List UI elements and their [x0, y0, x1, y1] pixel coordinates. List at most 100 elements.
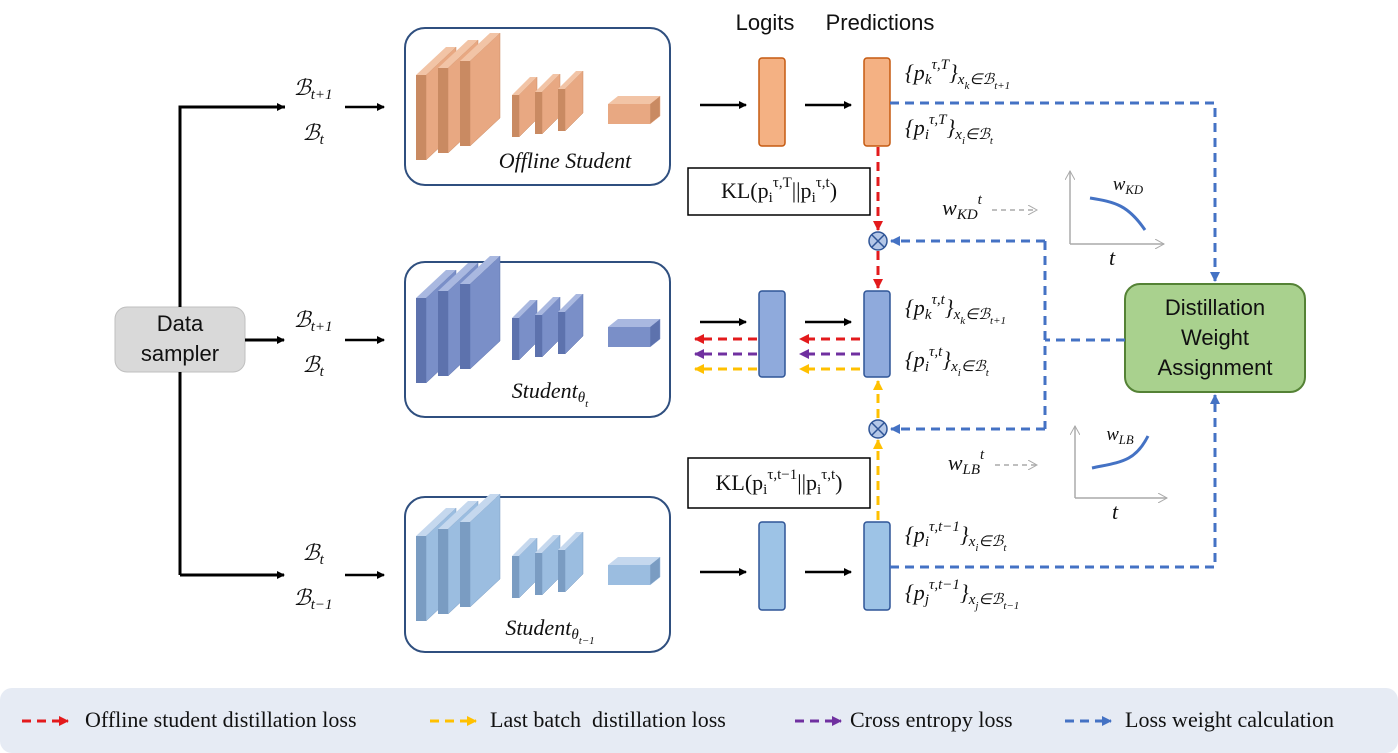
batch-label-part: ℬ	[293, 75, 312, 100]
batch-label-part: t+1	[311, 87, 333, 103]
prediction-label-part: k	[964, 80, 970, 92]
prediction-label: {piτ,t−1}xi∈ℬt	[905, 519, 1007, 553]
prediction-label-part: }	[949, 60, 958, 85]
axis-label: t	[1109, 245, 1116, 270]
prediction-label-part: τ,t−1	[929, 577, 960, 593]
layer-front	[608, 327, 650, 347]
prediction-label-part: }	[946, 115, 955, 140]
prediction-label-part: i	[962, 135, 965, 147]
multiply-sign	[871, 422, 885, 436]
prediction-label-part: {p	[905, 347, 925, 372]
curve-label: wLB	[1106, 424, 1134, 447]
kl-label-part: τ,t	[821, 467, 836, 483]
layer-top	[512, 538, 537, 556]
batch-label-part: t+1	[311, 319, 333, 335]
kl-label: KL(piτ,t−1||piτ,t)	[716, 467, 843, 498]
prediction-label-part: j	[973, 600, 978, 612]
layer-top	[558, 294, 583, 312]
layer-top	[512, 77, 537, 95]
weight-label: wKDt	[942, 192, 983, 223]
prediction-label-part: k	[925, 72, 932, 88]
legend-label: Loss weight calculation	[1125, 707, 1334, 732]
layer-front	[460, 61, 470, 146]
student-name-part: θ	[578, 390, 586, 406]
kl-label-part: )	[835, 470, 842, 495]
layer-front	[608, 104, 650, 124]
prediction-label-part: x	[968, 534, 976, 550]
prediction-label-part: {p	[905, 115, 925, 140]
prediction-label-part: {p	[905, 60, 925, 85]
layer-front	[460, 522, 470, 607]
student-name-part: t	[585, 398, 589, 410]
prediction-label-part: i	[975, 542, 978, 554]
weight-label-part: w	[942, 195, 957, 220]
layer-top	[416, 508, 456, 536]
batch-label-part: ℬ	[302, 120, 321, 145]
multiply-sign	[871, 234, 885, 248]
layer-top	[512, 300, 537, 318]
weight-label-part: w	[948, 450, 963, 475]
prediction-label-part: ∈ℬ	[978, 592, 1004, 608]
layer-top	[535, 297, 560, 315]
student-name-part: θ	[571, 627, 579, 643]
weight-label-part: t	[980, 447, 985, 463]
prediction-label-part: i	[925, 534, 929, 550]
layer-front	[438, 291, 448, 376]
layer-front	[535, 553, 542, 595]
prediction-label-part: x	[957, 72, 965, 88]
layer-front	[416, 75, 426, 160]
layer-front	[535, 92, 542, 134]
kl-label-part: KL(p	[721, 178, 769, 203]
student-name: Studentθt−1	[505, 615, 594, 646]
prediction-label-part: {p	[905, 522, 925, 547]
prediction-label: {pkτ,t}xk∈ℬt+1	[905, 292, 1006, 326]
kl-label-part: τ,t−1	[767, 467, 797, 483]
layer-front	[416, 536, 426, 621]
kl-label: KL(piτ,T||piτ,t)	[721, 175, 837, 206]
prediction-label-part: }	[945, 295, 954, 320]
batch-label: ℬt	[302, 120, 324, 148]
prediction-label-part: x	[968, 592, 976, 608]
batch-label-part: t	[320, 364, 325, 380]
prediction-label-part: t+1	[990, 315, 1006, 327]
layer-top	[535, 74, 560, 92]
batch-label-part: ℬ	[302, 540, 321, 565]
prediction-label-part: τ,T	[931, 57, 950, 73]
batch-label-part: ℬ	[302, 352, 321, 377]
prediction-label-part: }	[942, 347, 951, 372]
layer-top	[558, 71, 583, 89]
curve-label: wKD	[1113, 174, 1144, 197]
batch-label: ℬt	[302, 540, 324, 568]
layer-front	[558, 89, 565, 131]
kl-label-part: i	[763, 482, 767, 498]
assignment-label: Distillation	[1165, 295, 1265, 320]
batch-label-part: t	[320, 552, 325, 568]
prediction-label-part: τ,t	[931, 292, 945, 308]
mini-charts	[992, 171, 1167, 498]
layer-top	[416, 47, 456, 75]
layer-top	[608, 557, 660, 565]
prediction-label-part: x	[953, 307, 961, 323]
student-name-part: Student	[512, 378, 579, 403]
curve-label-part: w	[1106, 424, 1119, 445]
prediction-label-part: τ,T	[929, 112, 948, 128]
layer-front	[512, 556, 519, 598]
student-name-part: Offline Student	[499, 148, 632, 173]
prediction-label-part: t	[986, 367, 990, 379]
layer-top	[460, 494, 500, 522]
layer-top	[438, 501, 478, 529]
prediction-label-part: {p	[905, 580, 925, 605]
prediction-label-part: t−1	[1003, 600, 1019, 612]
kl-label-part: ||p	[797, 470, 817, 495]
student-name: Offline Student	[499, 148, 632, 173]
prediction-label-part: ∈ℬ	[969, 72, 995, 88]
student-name-part: Student	[505, 615, 572, 640]
kl-label-part: i	[817, 482, 821, 498]
batch-label-part: ℬ	[293, 307, 312, 332]
predictions-header: Predictions	[826, 10, 935, 35]
curve-label-part: w	[1113, 174, 1126, 195]
prediction-label-part: t	[1003, 542, 1007, 554]
prediction-label-part: j	[923, 592, 929, 608]
prediction-label-part: k	[925, 307, 932, 323]
